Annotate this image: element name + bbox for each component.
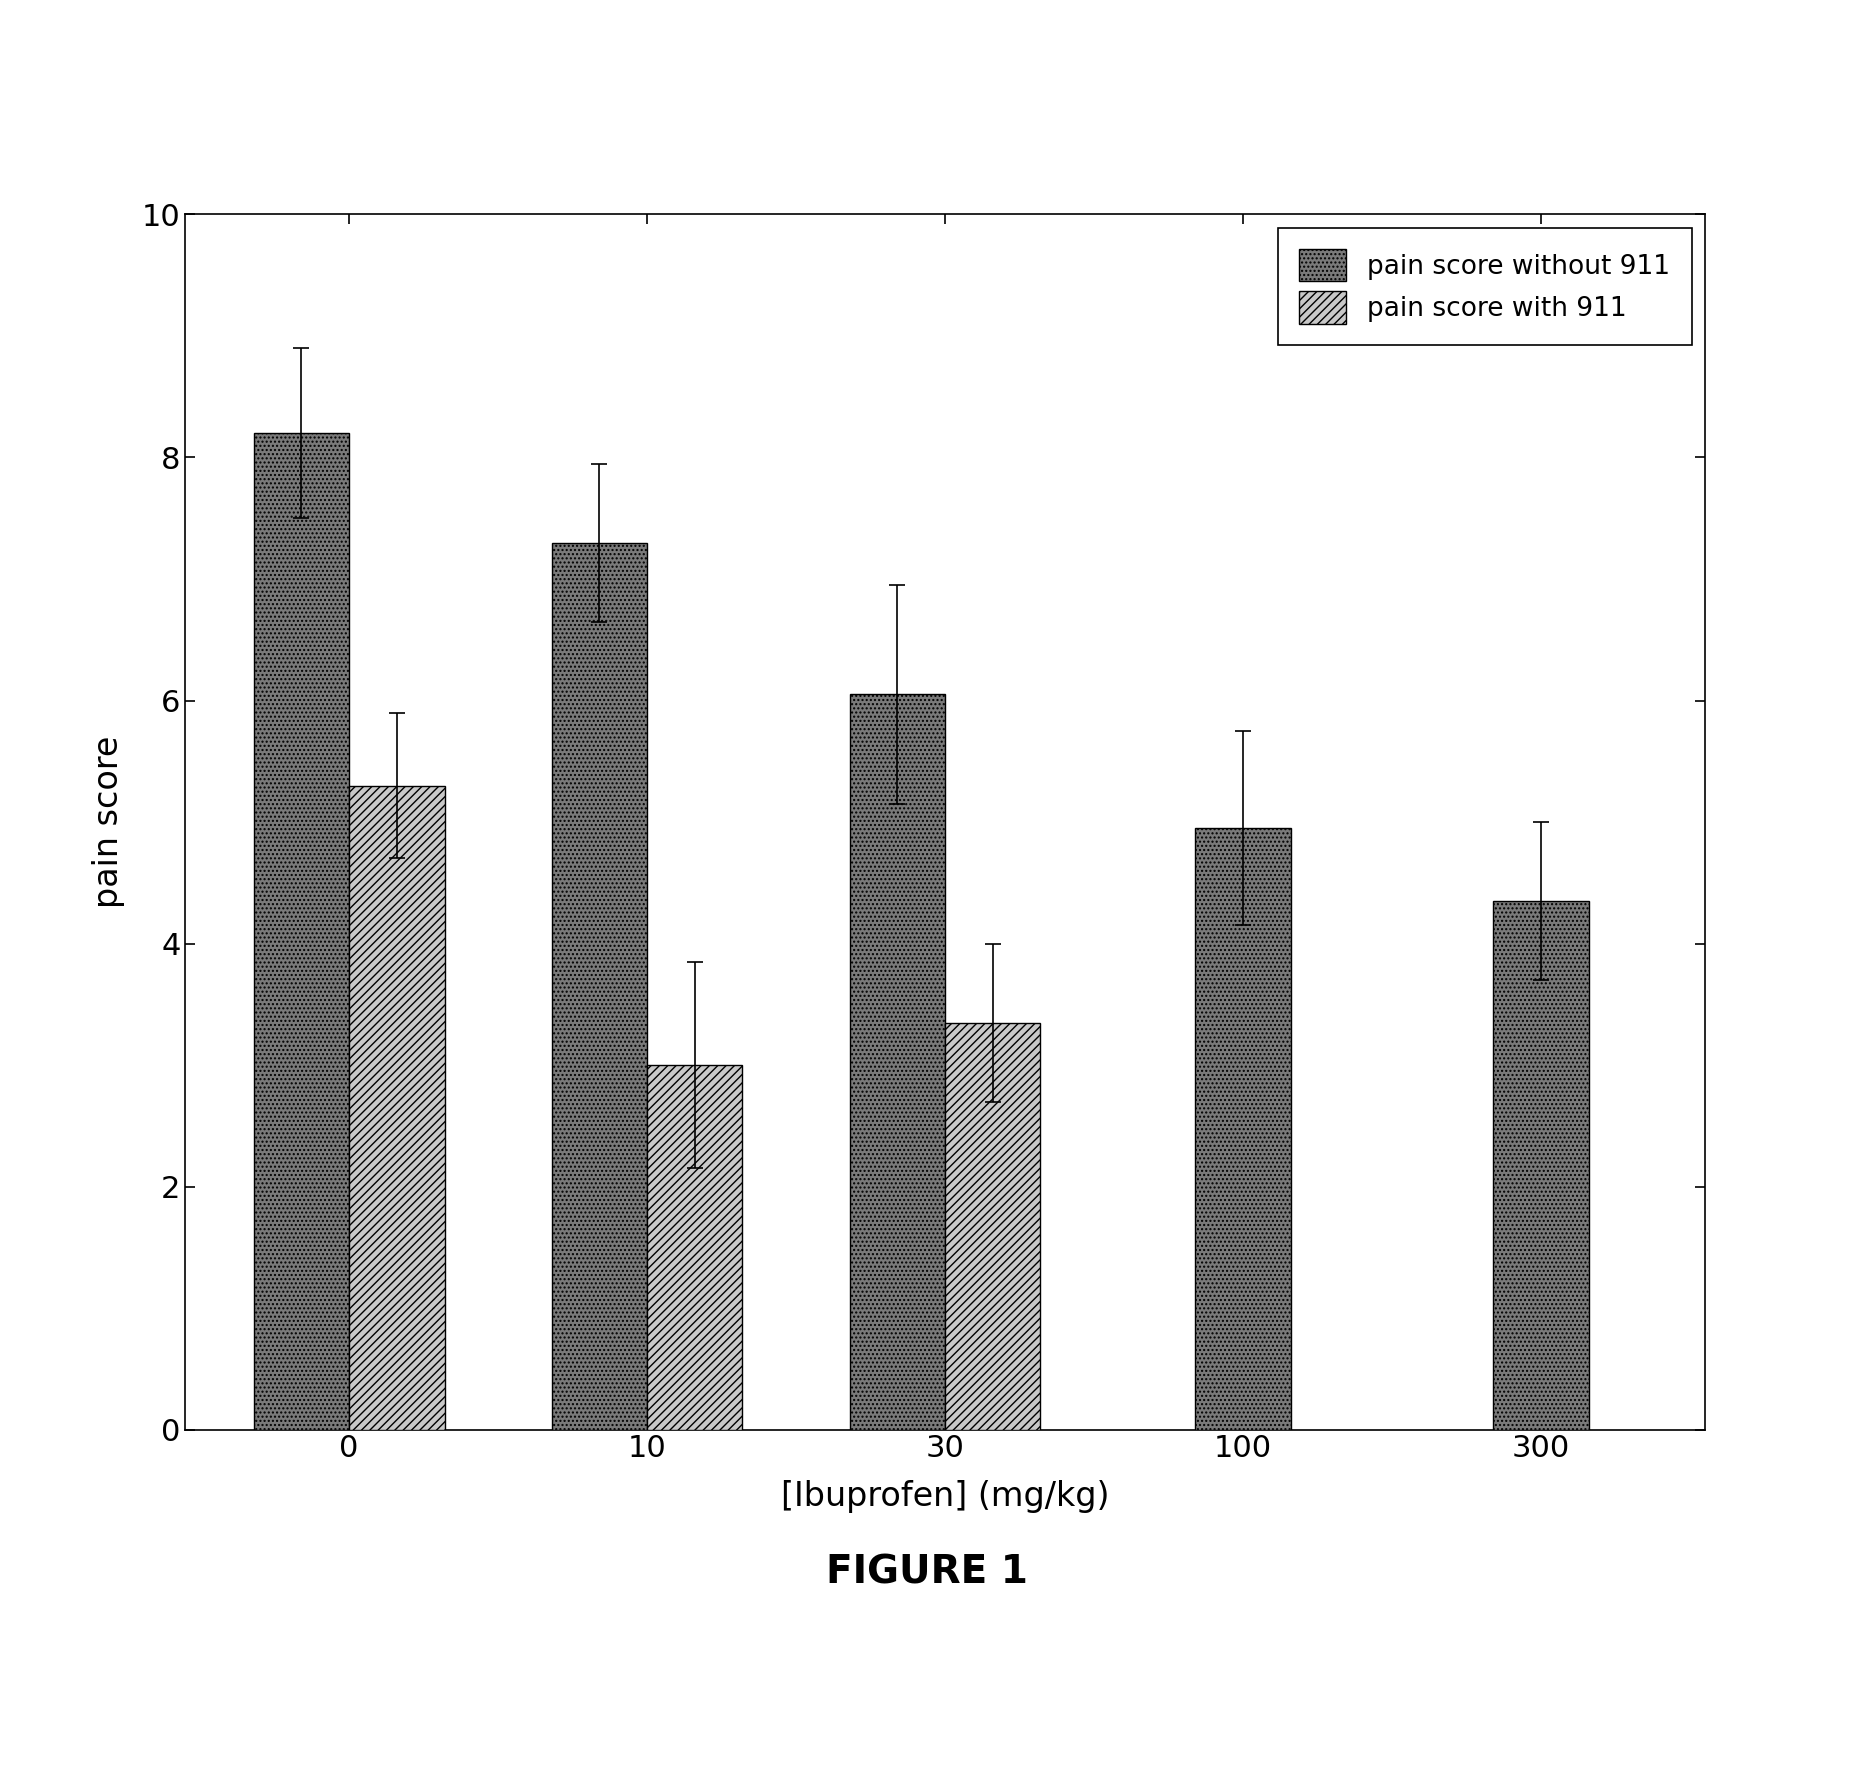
Bar xyxy=(1494,901,1588,1430)
Bar xyxy=(851,695,945,1430)
Bar xyxy=(945,1022,1040,1430)
Bar xyxy=(254,432,348,1430)
Bar xyxy=(1195,827,1292,1430)
Bar xyxy=(647,1065,743,1430)
Bar xyxy=(348,786,445,1430)
Y-axis label: pain score: pain score xyxy=(93,736,124,908)
Bar xyxy=(552,543,647,1430)
X-axis label: [Ibuprofen] (mg/kg): [Ibuprofen] (mg/kg) xyxy=(780,1480,1110,1514)
Legend: pain score without 911, pain score with 911: pain score without 911, pain score with … xyxy=(1279,227,1692,345)
Text: FIGURE 1: FIGURE 1 xyxy=(826,1553,1027,1592)
